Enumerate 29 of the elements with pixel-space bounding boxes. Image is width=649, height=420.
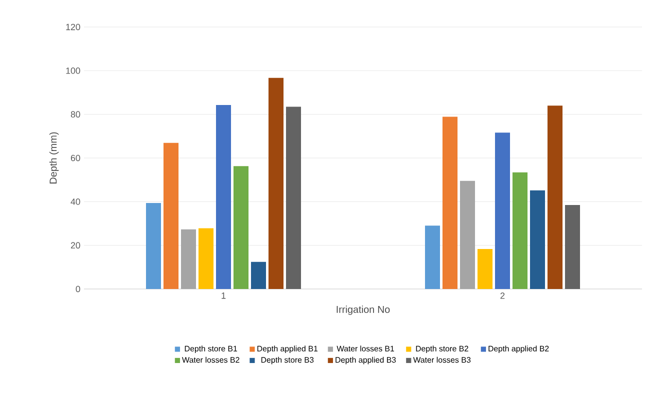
bar [234,166,249,289]
bar [460,180,476,289]
bar [565,204,580,289]
bar [198,228,214,289]
y-axis-title: Depth (mm) [49,132,59,184]
bar [268,78,284,289]
y-tick-label: 40 [70,198,80,205]
bar [548,106,563,289]
x-axis-title: Irrigation No [336,306,390,315]
bar [495,132,510,289]
x-tick-label: 2 [500,292,505,299]
bar [512,172,528,289]
bar [478,249,493,289]
x-tick-label: 1 [222,292,226,299]
y-tick-label: 20 [70,242,80,249]
y-tick-label: 60 [70,154,80,162]
bar [251,262,266,289]
bar [530,190,546,289]
y-tick-label: 0 [76,286,80,292]
y-tick-label: 120 [66,24,80,30]
bar [425,226,440,289]
bar [286,106,302,289]
bar [181,229,196,289]
bar [164,142,179,289]
y-tick-label: 100 [66,67,80,74]
y-tick-label: 80 [70,111,80,118]
bar [216,104,232,289]
bar [146,202,161,289]
bar [442,116,458,289]
